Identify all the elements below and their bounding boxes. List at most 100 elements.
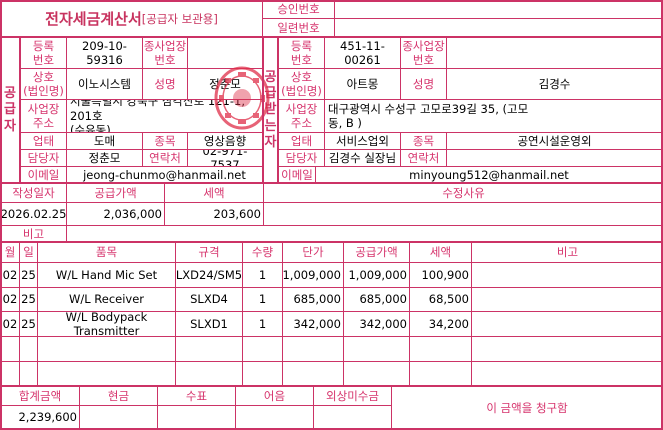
item-row-2-col-4: 1	[242, 311, 283, 337]
summary-reason-label: 수정사유	[263, 183, 663, 203]
buyer-reg-label: 등록 번호	[278, 37, 325, 69]
buyer-phone-label: 연락처	[400, 149, 447, 167]
item-row-0-col-1: 25	[19, 262, 38, 288]
item-row-3-col-0	[0, 336, 20, 362]
totals-note-value	[235, 405, 314, 430]
supplier-name-label: 상호 (법인명)	[20, 68, 67, 100]
divider	[0, 428, 663, 430]
buyer-phone	[446, 149, 663, 167]
item-row-4-col-6	[343, 361, 410, 387]
item-row-3-col-6	[343, 336, 410, 362]
totals-total-label: 합계금액	[0, 386, 80, 406]
item-row-1-col-1: 25	[19, 287, 38, 312]
totals-note-label: 어음	[235, 386, 314, 406]
supplier-contact: 정춘모	[66, 149, 143, 167]
supplier-rep-label: 성명	[142, 68, 188, 100]
item-row-3-col-5	[282, 336, 344, 362]
item-row-2-col-3: SLXD1	[175, 311, 243, 337]
item-row-3-col-7	[409, 336, 472, 362]
item-header-0: 월	[0, 242, 20, 263]
divider	[0, 182, 663, 184]
item-row-3-col-8	[471, 336, 663, 362]
buyer-name-label: 상호 (법인명)	[278, 68, 325, 100]
summary-tax-value: 203,600	[164, 202, 264, 226]
item-row-4-col-2	[37, 361, 176, 387]
totals-total-value: 2,239,600	[0, 405, 80, 430]
supplier-reg-label: 등록 번호	[20, 37, 67, 69]
item-header-1: 일	[19, 242, 38, 263]
item-row-2-col-2: W/L Bodypack Transmitter	[37, 311, 176, 337]
serial-number-label: 일련번호	[262, 18, 335, 38]
supplier-address: 서울특별시 강북구 삼각산로 121-1, 201호 (수유동)	[66, 99, 263, 133]
buyer-biz-type: 서비스업외	[324, 132, 401, 150]
approval-number-label: 승인번호	[262, 0, 335, 19]
divider	[0, 0, 2, 430]
serial-number-value	[334, 18, 663, 38]
supplier-phone: 02-971-7537	[187, 149, 263, 167]
title-text: 전자세금계산서	[45, 9, 142, 28]
supplier-branch-label: 종사업장 번호	[142, 37, 188, 69]
supplier-biz-type: 도매	[66, 132, 143, 150]
item-row-2-col-6: 342,000	[343, 311, 410, 337]
item-row-0-col-5: 1,009,000	[282, 262, 344, 288]
item-row-4-col-4	[242, 361, 283, 387]
item-header-7: 세액	[409, 242, 472, 263]
approval-number-value	[334, 0, 663, 19]
totals-credit-label: 외상미수금	[313, 386, 392, 406]
buyer-contact-label: 담당자	[278, 149, 325, 167]
buyer-side-label: 공 급 받 는 자	[263, 37, 278, 184]
item-row-4-col-3	[175, 361, 243, 387]
summary-supply-value: 2,036,000	[66, 202, 165, 226]
divider	[0, 385, 663, 387]
item-row-1-col-3: SLXD4	[175, 287, 243, 312]
buyer-biz-item-label: 종목	[400, 132, 447, 150]
item-row-0-col-6: 1,009,000	[343, 262, 410, 288]
item-row-4-col-5	[282, 361, 344, 387]
item-row-2-col-0: 02	[0, 311, 20, 337]
item-row-3-col-3	[175, 336, 243, 362]
item-row-3-col-1	[19, 336, 38, 362]
totals-check-label: 수표	[157, 386, 236, 406]
buyer-contact: 김경수 실장님	[324, 149, 401, 167]
buyer-rep-label: 성명	[400, 68, 447, 100]
totals-credit-value	[313, 405, 392, 430]
buyer-address: 대구광역시 수성구 고모로39길 35, (고모 동, B )	[324, 99, 663, 133]
supplier-biz-type-label: 업태	[20, 132, 67, 150]
item-row-0-col-7: 100,900	[409, 262, 472, 288]
summary-supply-label: 공급가액	[66, 183, 165, 203]
totals-cash-value	[79, 405, 158, 430]
divider	[0, 36, 663, 38]
totals-check-value	[157, 405, 236, 430]
item-row-0-col-8	[471, 262, 663, 288]
buyer-address-label: 사업장 주소	[278, 99, 325, 133]
item-row-2-col-8	[471, 311, 663, 337]
summary-tax-label: 세액	[164, 183, 264, 203]
item-row-2-col-1: 25	[19, 311, 38, 337]
item-row-1-col-2: W/L Receiver	[37, 287, 176, 312]
supplier-side-label: 공 급 자	[0, 37, 20, 184]
divider	[0, 241, 663, 243]
supplier-company-name: 이노시스템	[66, 68, 143, 100]
item-row-2-col-5: 342,000	[282, 311, 344, 337]
item-row-1-col-7: 68,500	[409, 287, 472, 312]
item-row-0-col-3: SLXD24/SM58	[175, 262, 243, 288]
item-header-6: 공급가액	[343, 242, 410, 263]
item-row-0-col-4: 1	[242, 262, 283, 288]
divider	[262, 37, 264, 184]
item-row-1-col-0: 02	[0, 287, 20, 312]
item-header-8: 비고	[471, 242, 663, 263]
buyer-company-name: 아트몽	[324, 68, 401, 100]
item-row-1-col-4: 1	[242, 287, 283, 312]
supplier-biz-item: 영상음향	[187, 132, 263, 150]
item-row-1-col-6: 685,000	[343, 287, 410, 312]
item-row-1-col-5: 685,000	[282, 287, 344, 312]
supplier-address-label: 사업장 주소	[20, 99, 67, 133]
supplier-biz-item-label: 종목	[142, 132, 188, 150]
claim-statement: 이 금액을 청구함	[391, 386, 663, 430]
divider	[661, 0, 663, 430]
item-row-3-col-4	[242, 336, 283, 362]
item-header-4: 수량	[242, 242, 283, 263]
buyer-reg-number: 451-11-00261	[324, 37, 401, 69]
buyer-branch-label: 종사업장 번호	[400, 37, 447, 69]
totals-cash-label: 현금	[79, 386, 158, 406]
